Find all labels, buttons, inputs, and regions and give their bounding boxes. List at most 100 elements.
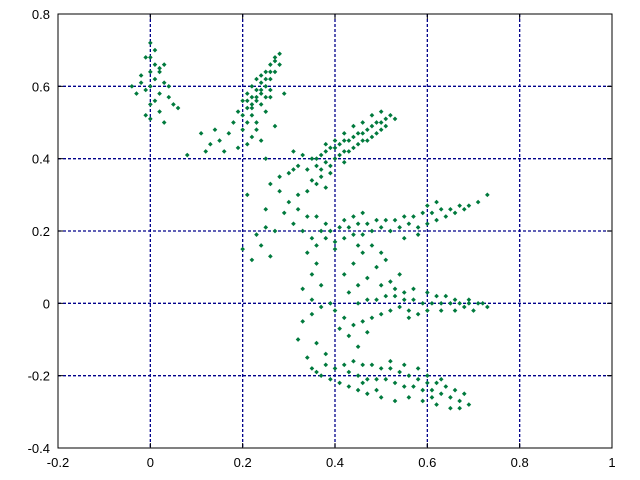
data-point (208, 141, 213, 147)
axis-ticks: -0.2 0 0.2 0.4 0.6 0.8 10.80.60.40.20-0.2-0.4 (28, 7, 616, 470)
data-point (434, 380, 439, 386)
data-point (328, 228, 333, 234)
data-point (383, 217, 389, 223)
data-point (429, 387, 435, 393)
data-point (304, 355, 310, 360)
data-point (360, 138, 366, 143)
data-point (346, 225, 352, 230)
data-point (448, 206, 453, 212)
data-point (258, 73, 264, 78)
data-point (397, 304, 402, 310)
data-point (341, 272, 347, 277)
data-point (318, 282, 324, 288)
grid-lines (58, 14, 612, 448)
data-point (249, 112, 255, 118)
data-point (337, 152, 342, 158)
data-point (364, 297, 370, 303)
data-point (434, 293, 439, 299)
data-point (461, 304, 467, 310)
data-point (254, 232, 259, 237)
data-point (374, 376, 379, 382)
data-point (244, 141, 250, 147)
data-point (244, 192, 250, 198)
data-point (415, 232, 421, 237)
data-point (258, 243, 264, 248)
data-point (351, 232, 356, 237)
data-point (355, 373, 361, 378)
data-point (364, 221, 370, 227)
data-point (314, 261, 319, 266)
data-point (351, 261, 356, 266)
data-point (406, 221, 412, 227)
data-point (203, 149, 209, 154)
data-point (341, 362, 347, 368)
data-point (240, 246, 245, 252)
data-point (240, 98, 245, 104)
data-point (291, 149, 296, 154)
data-point (466, 203, 472, 209)
data-point (337, 225, 342, 230)
data-point (341, 149, 347, 154)
data-point (244, 120, 250, 125)
data-point (272, 228, 278, 234)
data-point (323, 159, 329, 165)
data-point (383, 257, 389, 263)
data-point (378, 250, 384, 256)
data-point (309, 235, 315, 241)
data-point (406, 308, 412, 313)
data-point (332, 366, 338, 371)
data-point (318, 174, 324, 180)
data-point (268, 76, 273, 82)
data-point (425, 221, 430, 227)
data-point (217, 138, 222, 143)
data-point (364, 329, 370, 335)
data-point (355, 282, 361, 288)
data-point (226, 131, 232, 136)
data-point (388, 358, 393, 364)
data-point (240, 127, 245, 133)
data-point (388, 112, 393, 118)
data-point (291, 167, 296, 172)
data-point (268, 69, 273, 75)
data-point (314, 181, 319, 187)
data-point (369, 112, 375, 118)
data-point (304, 250, 310, 256)
data-point (281, 210, 287, 216)
data-point (457, 405, 462, 411)
data-point (434, 402, 439, 407)
data-point (425, 290, 430, 295)
data-point (272, 58, 278, 64)
data-point (378, 225, 384, 230)
x-tick-label: 0.2 (234, 455, 252, 470)
data-point (392, 286, 398, 292)
data-point (443, 214, 449, 219)
data-point (351, 145, 356, 151)
data-point (401, 297, 407, 303)
data-point (438, 391, 444, 397)
data-point (351, 358, 356, 364)
data-point (457, 203, 462, 209)
data-point (401, 384, 407, 389)
data-point (452, 387, 458, 393)
data-point (438, 376, 444, 382)
data-point (355, 141, 361, 147)
data-point (309, 311, 315, 317)
data-point (480, 301, 486, 306)
data-point (425, 380, 430, 386)
data-point (221, 149, 227, 154)
data-point (314, 243, 319, 248)
data-point (263, 206, 269, 212)
data-point (148, 84, 153, 89)
data-point (346, 149, 352, 154)
data-point (475, 199, 481, 205)
y-tick-label: 0.8 (32, 7, 50, 22)
data-point (448, 405, 453, 411)
data-point (374, 264, 379, 270)
data-point (161, 120, 167, 125)
data-point (323, 141, 329, 147)
data-point (309, 272, 315, 277)
data-point (369, 315, 375, 321)
data-point (383, 116, 389, 122)
data-point (263, 84, 269, 89)
data-point (397, 225, 402, 230)
